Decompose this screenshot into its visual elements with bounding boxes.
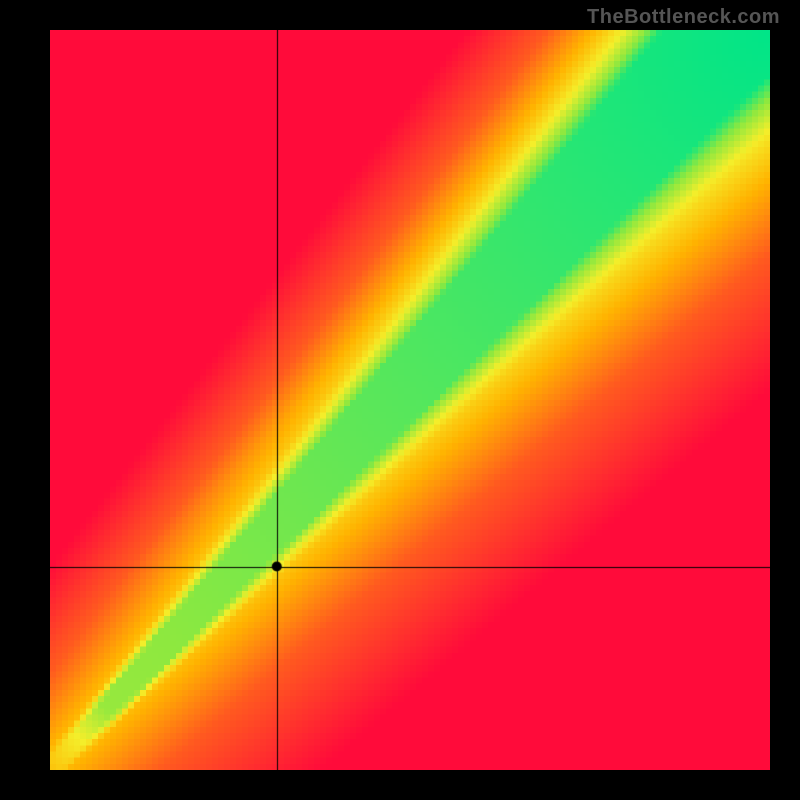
chart-container: TheBottleneck.com [0,0,800,800]
heatmap-canvas [50,30,770,770]
watermark-text: TheBottleneck.com [587,6,780,29]
